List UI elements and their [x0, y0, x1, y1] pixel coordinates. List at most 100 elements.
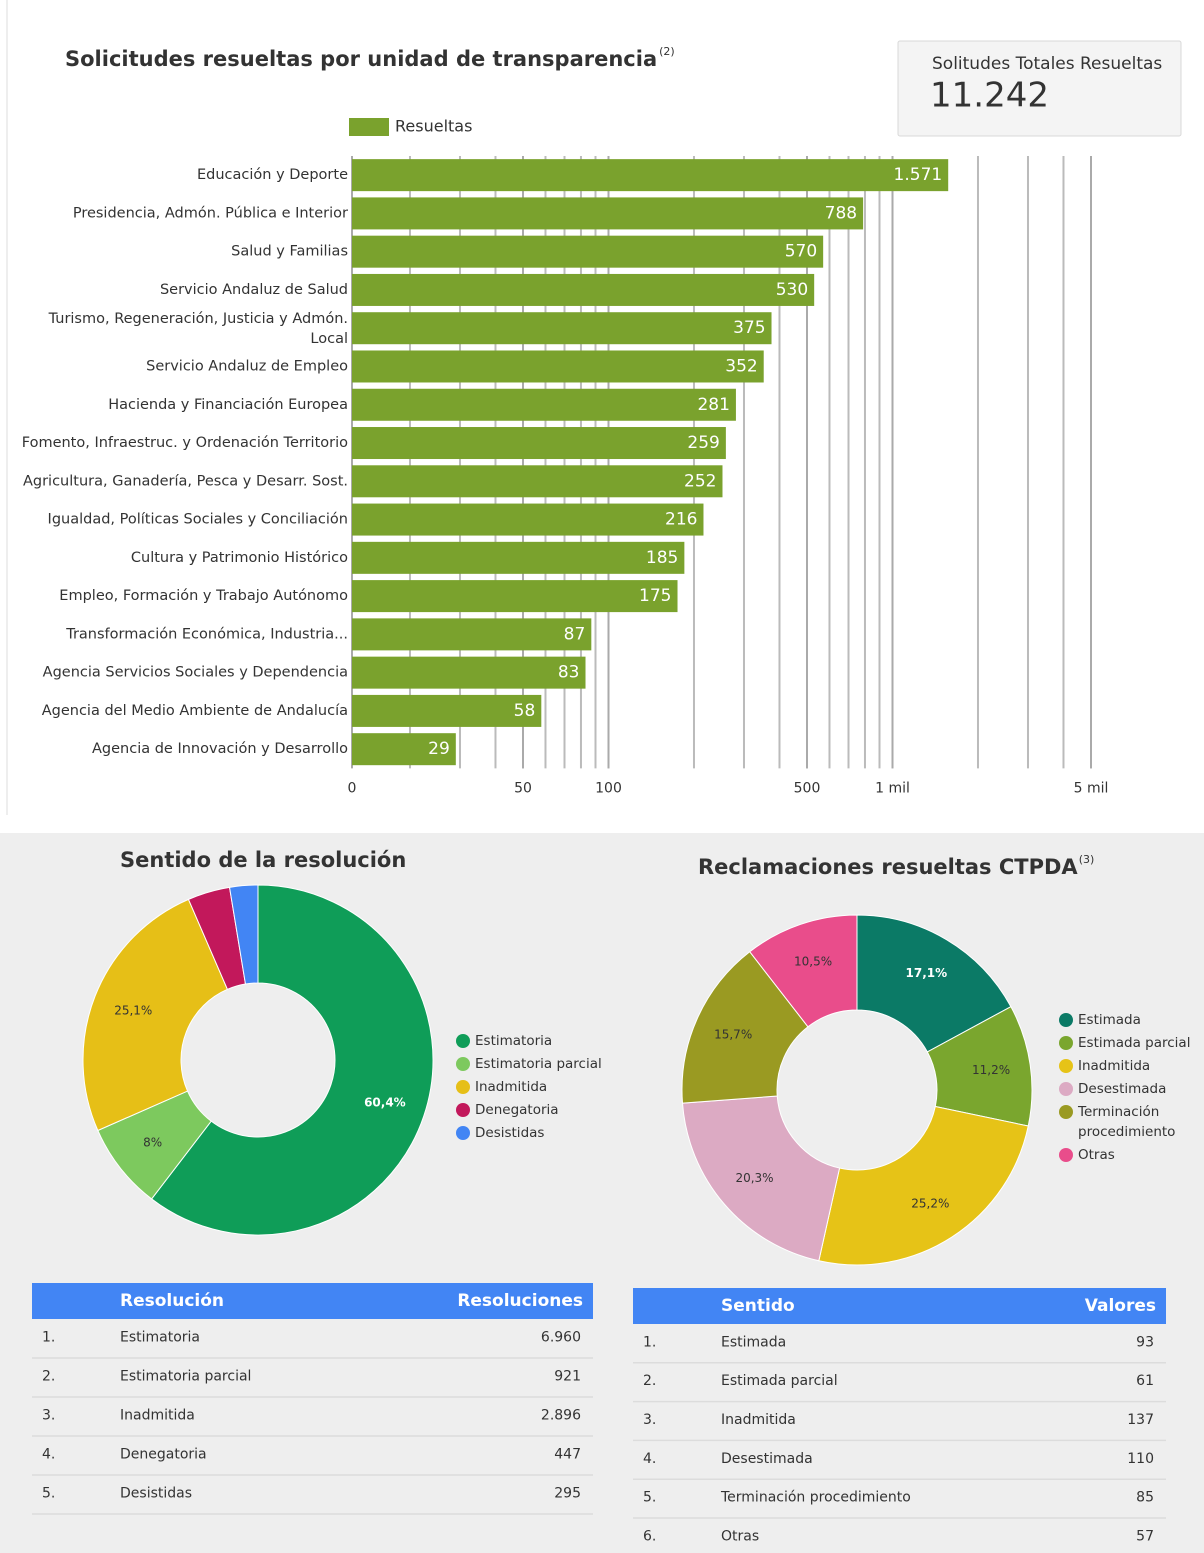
value-label: 259: [687, 433, 719, 453]
bar: [352, 733, 456, 766]
row-label: Inadmitida: [120, 1408, 195, 1424]
row-value: 921: [554, 1369, 581, 1385]
column-header: Resoluciones: [457, 1291, 583, 1311]
x-tick-label: 100: [595, 780, 622, 796]
legend-label: Estimada parcial: [1078, 1035, 1190, 1051]
row-index: 5.: [42, 1486, 55, 1502]
pie-slice: [228, 884, 259, 985]
slice-label: 11,2%: [972, 1063, 1010, 1077]
bar: [352, 465, 723, 498]
value-label: 1.571: [894, 165, 943, 185]
legend-label: Inadmitida: [1078, 1058, 1150, 1074]
pie-slice: [818, 1105, 1029, 1266]
legend-label: Estimada: [1078, 1012, 1141, 1028]
bar: [352, 388, 736, 421]
table-header: [633, 1288, 1166, 1324]
row-label: Estimada: [721, 1334, 786, 1350]
slice-label: 17,1%: [906, 966, 948, 980]
category-label: Empleo, Formación y Trabajo Autónomo: [59, 588, 348, 604]
kpi-value: 11.242: [930, 76, 1049, 116]
row-index: 3.: [643, 1412, 656, 1428]
legend-label: Terminación procedimiento: [1077, 1104, 1175, 1140]
legend-swatch: [456, 1057, 470, 1071]
chart-title: Solicitudes resueltas por unidad de tran…: [65, 47, 657, 71]
legend-label: Desestimada: [1078, 1081, 1166, 1097]
bar: [352, 618, 592, 651]
bar: [352, 656, 586, 689]
value-label: 252: [684, 471, 716, 491]
value-label: 216: [665, 510, 697, 530]
row-value: 61: [1136, 1373, 1154, 1389]
value-label: 58: [514, 701, 536, 721]
row-index: 2.: [643, 1373, 656, 1389]
row-index: 2.: [42, 1369, 55, 1385]
category-label: Agencia del Medio Ambiente de Andalucía: [42, 703, 348, 719]
slice-label: 15,7%: [714, 1028, 752, 1042]
value-label: 83: [558, 663, 580, 683]
slice-label: 20,3%: [735, 1171, 773, 1185]
row-value: 295: [554, 1486, 581, 1502]
bar: [352, 312, 772, 345]
bar: [352, 694, 542, 727]
legend-swatch: [456, 1034, 470, 1048]
value-label: 788: [825, 203, 857, 223]
row-index: 4.: [643, 1451, 656, 1467]
value-label: 87: [564, 624, 586, 644]
row-label: Inadmitida: [721, 1412, 796, 1428]
column-header: Resolución: [120, 1291, 224, 1311]
legend-label: Otras: [1078, 1147, 1115, 1163]
legend-swatch: [1059, 1105, 1073, 1119]
row-value: 137: [1127, 1412, 1154, 1428]
bar: [352, 197, 864, 230]
category-label: Agricultura, Ganadería, Pesca y Desarr. …: [23, 473, 348, 489]
value-label: 352: [725, 356, 757, 376]
row-index: 1.: [643, 1334, 656, 1350]
value-label: 29: [428, 739, 450, 759]
value-label: 375: [733, 318, 765, 338]
row-label: Terminación procedimiento: [720, 1490, 911, 1506]
category-label: Hacienda y Financiación Europea: [108, 397, 348, 413]
bar: [352, 273, 815, 306]
value-label: 281: [697, 395, 729, 415]
row-label: Otras: [721, 1528, 759, 1544]
legend-swatch: [1059, 1013, 1073, 1027]
category-label: Fomento, Infraestruc. y Ordenación Terri…: [22, 435, 348, 451]
slice-label: 8%: [143, 1135, 162, 1149]
slice-label: 60,4%: [364, 1096, 406, 1110]
legend-swatch: [456, 1103, 470, 1117]
row-index: 1.: [42, 1330, 55, 1346]
x-tick-label: 0: [348, 780, 357, 796]
x-tick-label: 50: [514, 780, 532, 796]
category-label: Turismo, Regeneración, Justicia y Admón.…: [48, 311, 348, 347]
row-value: 110: [1127, 1451, 1154, 1467]
table-header: [32, 1283, 593, 1319]
category-label: Servicio Andaluz de Salud: [160, 282, 348, 298]
x-tick-label: 500: [794, 780, 821, 796]
legend-label: Inadmitida: [475, 1079, 547, 1095]
category-label: Presidencia, Admón. Pública e Interior: [73, 205, 348, 221]
bar: [352, 503, 704, 536]
row-index: 6.: [643, 1528, 656, 1544]
category-label: Agencia de Innovación y Desarrollo: [92, 741, 348, 757]
bar: [352, 541, 685, 574]
legend-label: Desistidas: [475, 1125, 544, 1141]
legend-label: Estimatoria: [475, 1033, 552, 1049]
category-label: Salud y Familias: [231, 244, 348, 260]
column-header: Valores: [1085, 1296, 1156, 1316]
legend-label: Resueltas: [395, 117, 472, 136]
row-label: Denegatoria: [120, 1447, 207, 1463]
slice-label: 25,1%: [114, 1004, 152, 1018]
bar: [352, 235, 824, 268]
category-label: Servicio Andaluz de Empleo: [146, 358, 348, 374]
legend-swatch: [456, 1126, 470, 1140]
row-label: Estimatoria parcial: [120, 1369, 251, 1385]
legend-label: Estimatoria parcial: [475, 1056, 602, 1072]
row-index: 4.: [42, 1447, 55, 1463]
row-value: 447: [554, 1447, 581, 1463]
value-label: 175: [639, 586, 671, 606]
legend-swatch: [1059, 1148, 1073, 1162]
row-value: 93: [1136, 1334, 1154, 1350]
legend-label: Denegatoria: [475, 1102, 559, 1118]
category-label: Cultura y Patrimonio Histórico: [131, 550, 348, 566]
kpi-label: Solitudes Totales Resueltas: [932, 54, 1162, 74]
